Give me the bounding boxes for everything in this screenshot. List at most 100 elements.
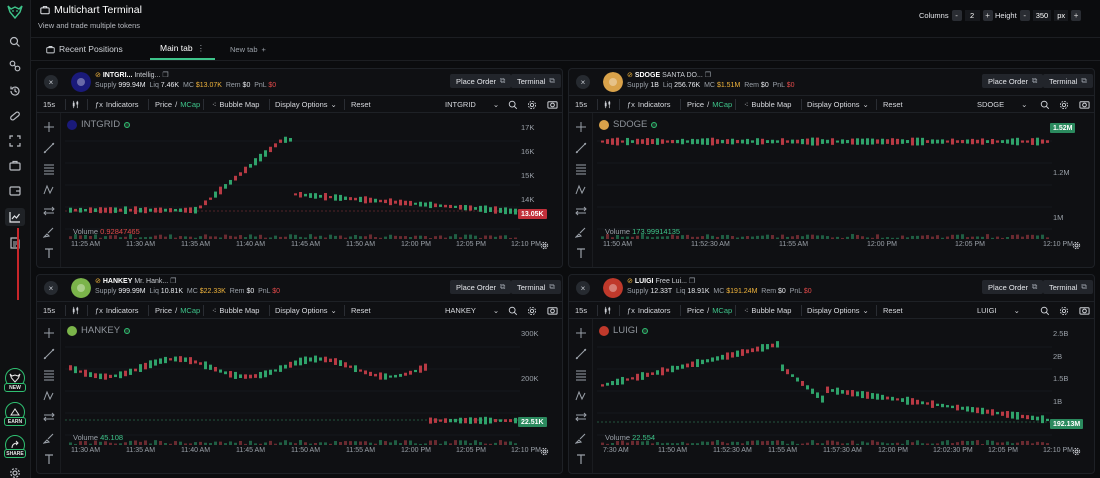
pattern-icon[interactable] [43,390,55,402]
trend-line-icon[interactable] [575,142,587,154]
terminal-button[interactable]: Terminal ⧉ [1043,280,1093,294]
document-icon[interactable] [5,234,25,252]
interval-button[interactable]: 15s [575,302,587,319]
camera-icon[interactable] [1079,302,1090,319]
settings-icon[interactable] [5,464,25,478]
gear-icon[interactable] [527,302,537,319]
price-mcap-toggle[interactable]: Price / MCap [155,96,200,113]
chart-icon[interactable] [5,208,25,226]
link-icon[interactable] [5,57,25,75]
reset-button[interactable]: Reset [883,302,903,319]
tab-new[interactable]: New tab + [230,38,266,60]
copy-icon[interactable]: ❐ [170,278,177,285]
place-order-button[interactable]: Place Order ⧉ [450,280,512,294]
bubble-map-button[interactable]: ⁖ Bubble Map [212,302,259,319]
interval-button[interactable]: 15s [575,96,587,113]
text-tool-icon[interactable] [43,247,55,259]
indicators-button[interactable]: ƒx Indicators [627,96,670,113]
token-name[interactable]: LUIGI [634,278,654,285]
place-order-button[interactable]: Place Order ⧉ [450,74,512,88]
camera-icon[interactable] [547,96,558,113]
columns-decrement-button[interactable]: - [951,10,962,21]
candle-type-icon[interactable] [603,302,612,319]
display-options-button[interactable]: Display Options ⌄ [807,96,869,113]
symbol-select[interactable]: SDOGE ⌄ [977,96,1027,113]
badge-earn[interactable]: EARN [4,417,26,426]
camera-icon[interactable] [547,302,558,319]
chart-settings-icon[interactable] [540,241,549,250]
close-panel-button[interactable]: × [44,281,58,295]
chart-settings-icon[interactable] [1072,241,1081,250]
height-decrement-button[interactable]: - [1019,10,1030,21]
chart-area[interactable]: INTGRID 17K 16K 15K 14K 13.05K Volume 0.928474… [37,113,562,267]
candle-type-icon[interactable] [603,96,612,113]
pattern-icon[interactable] [43,184,55,196]
copy-icon[interactable]: ❐ [162,72,169,79]
fib-icon[interactable] [43,369,55,381]
chart-settings-icon[interactable] [1072,447,1081,456]
bubble-map-button[interactable]: ⁖ Bubble Map [744,302,791,319]
fib-icon[interactable] [575,163,587,175]
badge-share[interactable]: SHARE [4,449,26,458]
chart-settings-icon[interactable] [540,447,549,456]
search-icon[interactable] [5,33,25,51]
indicators-button[interactable]: ƒx Indicators [627,302,670,319]
bubble-map-button[interactable]: ⁖ Bubble Map [744,96,791,113]
symbol-select[interactable]: INTGRID ⌄ [445,96,499,113]
symbol-select[interactable]: LUIGI ⌄ [977,302,1020,319]
copy-icon[interactable]: ❐ [704,72,712,79]
search-icon[interactable] [1040,96,1050,113]
crosshair-icon[interactable] [575,121,587,133]
reset-button[interactable]: Reset [883,96,903,113]
history-icon[interactable] [5,82,25,100]
camera-icon[interactable] [1079,96,1090,113]
brush-icon[interactable] [42,432,55,444]
text-tool-icon[interactable] [43,453,55,465]
crosshair-icon[interactable] [575,327,587,339]
text-tool-icon[interactable] [575,453,587,465]
indicators-button[interactable]: ƒx Indicators [95,96,138,113]
tab-main[interactable]: Main tab ⋮ [150,38,216,60]
height-increment-button[interactable]: + [1071,10,1082,21]
pill-icon[interactable] [5,107,25,125]
close-panel-button[interactable]: × [576,75,590,89]
gear-icon[interactable] [527,96,537,113]
columns-increment-button[interactable]: + [982,10,993,21]
terminal-button[interactable]: Terminal ⧉ [511,74,561,88]
search-icon[interactable] [1040,302,1050,319]
plus-icon[interactable]: + [261,44,266,54]
gear-icon[interactable] [1059,302,1069,319]
close-panel-button[interactable]: × [44,75,58,89]
reset-button[interactable]: Reset [351,302,371,319]
place-order-button[interactable]: Place Order ⧉ [982,74,1044,88]
fib-icon[interactable] [575,369,587,381]
more-vertical-icon[interactable]: ⋮ [196,42,206,53]
columns-value[interactable]: 2 [964,10,980,21]
measure-icon[interactable] [43,411,55,423]
badge-new[interactable]: NEW [4,383,26,392]
display-options-button[interactable]: Display Options ⌄ [275,96,337,113]
scan-icon[interactable] [5,132,25,150]
copy-icon[interactable]: ❐ [688,278,696,285]
candle-type-icon[interactable] [71,302,80,319]
logo-icon[interactable] [7,5,23,20]
price-mcap-toggle[interactable]: Price / MCap [687,96,732,113]
token-name[interactable]: SDOGE [634,72,661,79]
measure-icon[interactable] [575,205,587,217]
pattern-icon[interactable] [575,390,587,402]
place-order-button[interactable]: Place Order ⧉ [982,280,1044,294]
display-options-button[interactable]: Display Options ⌄ [275,302,337,319]
bubble-map-button[interactable]: ⁖ Bubble Map [212,96,259,113]
price-mcap-toggle[interactable]: Price / MCap [687,302,732,319]
indicators-button[interactable]: ƒx Indicators [95,302,138,319]
card-icon[interactable] [5,182,25,200]
search-icon[interactable] [508,302,518,319]
gear-icon[interactable] [1059,96,1069,113]
interval-button[interactable]: 15s [43,96,55,113]
trend-line-icon[interactable] [43,142,55,154]
search-icon[interactable] [508,96,518,113]
measure-icon[interactable] [575,411,587,423]
trend-line-icon[interactable] [43,348,55,360]
terminal-button[interactable]: Terminal ⧉ [1043,74,1093,88]
